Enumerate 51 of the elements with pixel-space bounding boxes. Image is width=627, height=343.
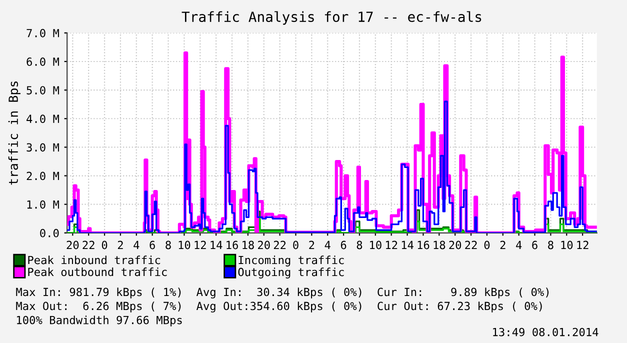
y-tick-label: 5.0 M xyxy=(26,86,59,94)
x-tick-label: 2 xyxy=(309,240,314,250)
x-tick-label: 2 xyxy=(500,240,506,250)
x-tick-label: 12 xyxy=(386,240,398,250)
text: 100% Bandwidth 97.66 MBps xyxy=(17,316,182,326)
x-tick-label: 12 xyxy=(194,240,206,250)
x-tick-label: 20 xyxy=(66,240,79,250)
text: 13:49 08.01.2014 xyxy=(493,328,598,336)
x-tick-label: 14 xyxy=(210,240,222,250)
y-tick-label: 2.0 M xyxy=(26,172,59,180)
x-tick-label: 22 xyxy=(465,240,477,250)
y-tick-label: 3.0 M xyxy=(26,143,59,152)
x-tick-label: 10 xyxy=(561,240,573,250)
x-tick-label: 4 xyxy=(324,240,330,250)
x-tick-label: 0 xyxy=(484,240,490,250)
x-tick-label: 0 xyxy=(293,240,298,250)
y-axis-title: traffic in Bps xyxy=(8,81,20,185)
x-tick-label: 16 xyxy=(226,240,238,250)
x-tick-label: 4 xyxy=(516,240,522,250)
legend-label: Peak inbound traffic xyxy=(28,256,160,264)
x-tick-label: 8 xyxy=(548,240,554,250)
legend-label: Outgoing traffic xyxy=(238,268,344,278)
x-tick-label: 10 xyxy=(370,240,382,250)
x-tick-label: 6 xyxy=(340,240,346,250)
x-tick-label: 8 xyxy=(166,240,171,250)
x-tick-label: 8 xyxy=(356,240,362,250)
legend-label: Incoming traffic xyxy=(238,256,344,266)
x-tick-label: 16 xyxy=(418,240,430,250)
x-tick-label: 18 xyxy=(434,240,446,250)
y-tick-label: 4.0 M xyxy=(26,114,59,124)
text: Max Out: 6.26 MBps ( 7%) Avg Out:354.60 kBps ( 0%) Cur Out: 67.23 kBps ( 0%) xyxy=(16,302,542,312)
x-tick-label: 20 xyxy=(258,240,270,250)
y-tick-label: 7.0 M xyxy=(26,28,59,38)
x-tick-label: 22 xyxy=(82,240,94,250)
x-tick-label: 0 xyxy=(102,240,108,250)
x-tick-label: 22 xyxy=(274,240,286,250)
y-tick-label: 0.0 xyxy=(40,228,59,238)
y-tick-label: 1.0 M xyxy=(27,200,59,209)
x-tick-label: 14 xyxy=(402,240,414,250)
x-tick-label: 4 xyxy=(134,240,140,250)
x-tick-label: 20 xyxy=(449,240,462,250)
x-tick-label: 6 xyxy=(532,240,538,250)
y-tick-label: 6.0 M xyxy=(26,58,59,66)
x-tick-label: 2 xyxy=(118,240,123,250)
legend-label: Peak outbound traffic xyxy=(28,268,167,276)
x-tick-label: 10 xyxy=(178,240,190,250)
x-tick-label: 12 xyxy=(577,240,588,250)
x-tick-label: 18 xyxy=(242,240,254,250)
x-tick-label: 6 xyxy=(150,240,155,250)
text: Max In: 981.79 kBps ( 1%) Avg In: 30.34 kBps ( 0%) Cur In: 9.89 kBps ( 0%) xyxy=(16,288,549,298)
chart-title: Traffic Analysis for 17 -- ec-fw-als xyxy=(182,11,482,25)
